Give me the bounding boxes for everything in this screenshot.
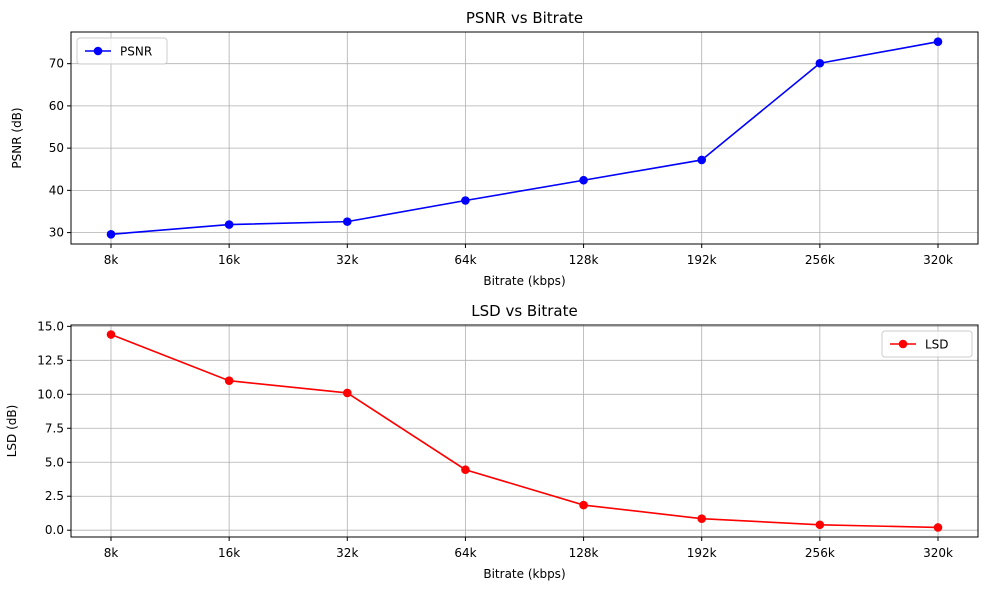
lsd-chart: 8k 16k 32k 64k 128k 192k 256k 320k 0.0 2.5 5.0 7.5 1… [5,302,979,581]
x-tick-label: 32k [336,546,358,560]
y-tick-label: 5.0 [45,455,64,469]
psnr-chart: 8k 16k 32k 64k 128k 192k 256k 320k 30 40 50 60 70 PSN… [10,9,979,288]
x-tick-label: 64k [454,253,476,267]
data-point [342,217,352,226]
x-tick-label: 128k [569,546,599,560]
data-point [224,376,234,386]
y-tick-label: 40 [49,183,64,197]
y-tick-label: 60 [49,99,64,113]
legend-marker [93,46,103,56]
data-point [461,196,470,205]
legend: LSD [881,330,973,358]
y-tick-label: 0.0 [45,523,64,537]
x-tick-label: 16k [218,253,240,267]
data-point [933,523,943,532]
x-tick-label: 320k [923,546,953,560]
x-axis-label: Bitrate (kbps) [483,567,565,581]
y-axis-label: PSNR (dB) [10,107,24,168]
y-tick-label: 50 [49,141,64,155]
data-point [815,520,825,530]
plot-frame [70,31,979,245]
y-tick-label: 10.0 [37,387,64,401]
data-point [342,388,352,398]
data-point [106,229,116,239]
data-point [697,155,707,165]
x-tick-label: 16k [218,546,240,560]
y-tick-label: 12.5 [37,353,64,367]
x-axis-label: Bitrate (kbps) [483,274,565,288]
data-point [106,330,116,339]
data-point [579,500,588,510]
x-tick-label: 128k [569,253,599,267]
legend-label: LSD [925,338,949,352]
data-point [815,58,825,68]
series-line [110,40,939,236]
x-tick-label: 32k [336,253,358,267]
series-line [110,333,939,529]
legend-marker [898,339,908,349]
data-point [579,175,588,185]
data-point [224,220,234,229]
data-point [697,514,707,523]
data-point [461,465,470,475]
chart-title: PSNR vs Bitrate [466,9,583,27]
legend-box [76,37,168,65]
legend-label: PSNR [120,45,152,59]
x-tick-label: 64k [454,546,476,560]
y-tick-label: 30 [49,226,64,240]
x-tick-label: 192k [687,546,717,560]
x-tick-label: 8k [104,546,119,560]
y-tick-label: 70 [49,57,64,71]
y-tick-label: 2.5 [45,489,64,503]
chart-title: LSD vs Bitrate [471,302,577,320]
data-point [933,37,943,47]
legend: PSNR [76,37,168,65]
x-tick-label: 256k [805,253,835,267]
legend-box [881,330,973,358]
x-tick-label: 192k [687,253,717,267]
x-tick-label: 8k [104,253,119,267]
x-tick-label: 256k [805,546,835,560]
y-tick-label: 15.0 [37,319,64,333]
y-tick-label: 7.5 [45,421,64,435]
y-axis-label: LSD (dB) [5,405,19,458]
plot-frame [70,324,979,538]
x-tick-label: 320k [923,253,953,267]
